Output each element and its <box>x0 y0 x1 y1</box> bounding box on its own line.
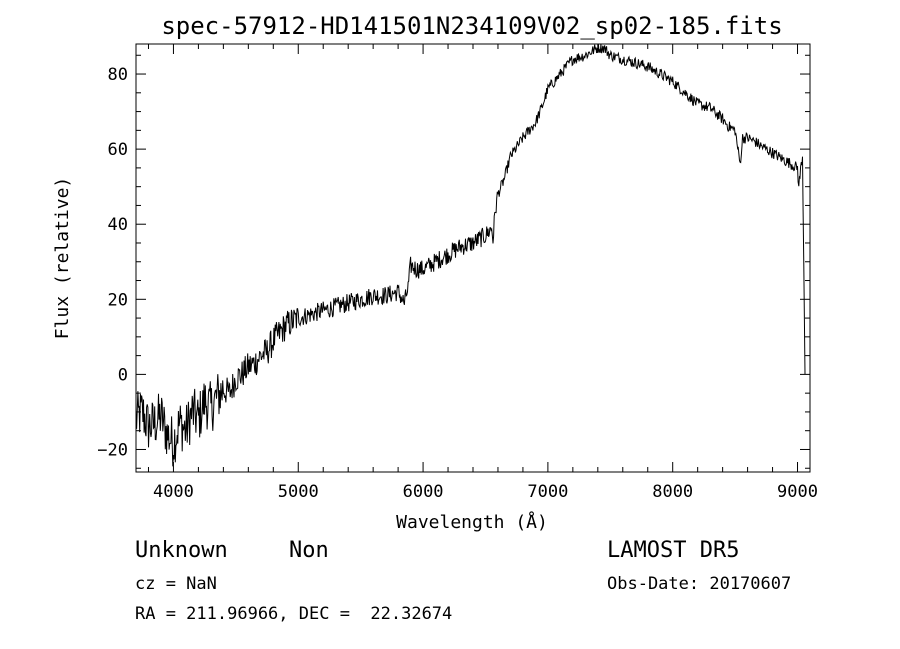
observation-date: Obs-Date: 20170607 <box>607 574 792 594</box>
x-axis-label: Wavelength (Å) <box>396 511 548 533</box>
object-class: Unknown <box>135 538 228 563</box>
x-tick-label: 8000 <box>652 482 693 502</box>
y-tick-label: 40 <box>108 215 128 235</box>
x-axis-tick-labels: 4000 5000 6000 7000 8000 9000 <box>153 482 818 502</box>
plot-frame <box>135 43 811 473</box>
y-tick-label: 20 <box>108 290 128 310</box>
y-axis-tick-labels: −20 0 20 40 60 80 <box>97 65 128 460</box>
y-tick-label: 80 <box>108 65 128 85</box>
x-axis-ticks <box>147 44 799 472</box>
y-tick-label: −20 <box>97 440 128 460</box>
y-tick-label: 0 <box>118 365 128 385</box>
x-tick-label: 4000 <box>153 482 194 502</box>
y-axis-ticks <box>136 54 810 469</box>
x-tick-label: 5000 <box>278 482 319 502</box>
x-tick-label: 9000 <box>777 482 818 502</box>
spectrum-line <box>135 43 806 467</box>
redshift-cz: cz = NaN <box>135 574 217 594</box>
chart-title: spec-57912-HD141501N234109V02_sp02-185.f… <box>161 12 782 40</box>
ra-dec-coordinates: RA = 211.96966, DEC = 22.32674 <box>135 604 453 624</box>
survey-name: LAMOST DR5 <box>607 538 740 563</box>
object-subclass: Non <box>289 538 329 563</box>
x-tick-label: 6000 <box>403 482 444 502</box>
x-tick-label: 7000 <box>527 482 568 502</box>
y-axis-label: Flux (relative) <box>52 177 73 340</box>
y-tick-label: 60 <box>108 140 128 160</box>
